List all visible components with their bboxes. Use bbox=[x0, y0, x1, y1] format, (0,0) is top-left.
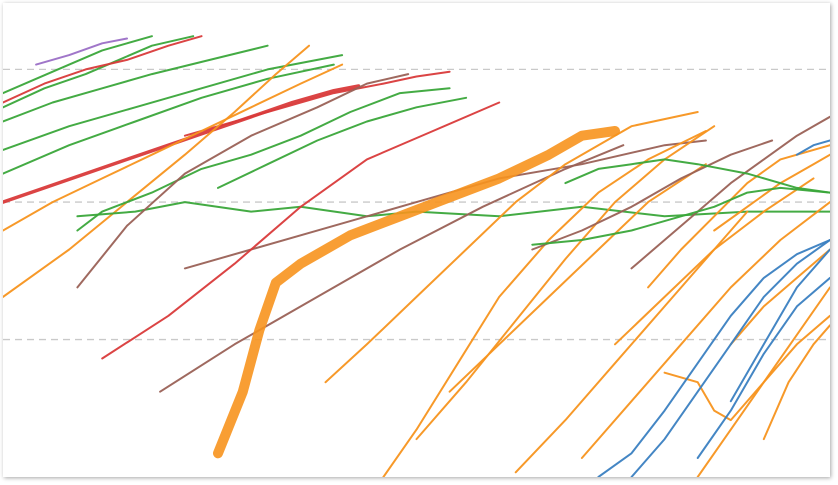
series-line-13 bbox=[76, 201, 830, 218]
series-line-40 bbox=[729, 248, 830, 403]
series-line-12 bbox=[76, 87, 451, 232]
series-line-1 bbox=[3, 35, 153, 95]
series-line-41 bbox=[795, 139, 830, 156]
series-line-23 bbox=[448, 163, 707, 393]
series-line-11 bbox=[3, 63, 344, 232]
series-line-26 bbox=[614, 177, 815, 346]
line-chart bbox=[3, 35, 830, 477]
series-line-29 bbox=[696, 286, 830, 477]
series-line-28 bbox=[663, 314, 830, 422]
series-line-2 bbox=[3, 35, 195, 109]
series-line-21 bbox=[382, 130, 707, 477]
series-layer bbox=[3, 35, 830, 477]
series-line-5 bbox=[3, 44, 269, 123]
series-line-14 bbox=[76, 73, 410, 289]
series-line-36 bbox=[564, 158, 830, 194]
series-line-4 bbox=[3, 35, 203, 104]
series-line-7 bbox=[3, 54, 344, 151]
chart-frame bbox=[3, 3, 830, 477]
series-line-8 bbox=[3, 84, 361, 204]
series-line-18 bbox=[217, 96, 468, 189]
series-line-38 bbox=[630, 239, 830, 477]
series-line-3 bbox=[35, 37, 128, 66]
series-line-17 bbox=[101, 101, 501, 360]
series-line-15 bbox=[183, 139, 707, 270]
series-line-6 bbox=[3, 63, 335, 175]
series-line-9 bbox=[183, 70, 451, 137]
series-line-32 bbox=[762, 324, 830, 441]
series-line-34 bbox=[630, 115, 830, 270]
series-line-37 bbox=[597, 239, 830, 477]
series-line-25 bbox=[580, 201, 830, 459]
series-line-10 bbox=[3, 44, 310, 298]
series-line-22 bbox=[415, 125, 716, 441]
series-line-35 bbox=[531, 186, 830, 246]
series-line-24 bbox=[514, 210, 749, 474]
series-line-20 bbox=[324, 111, 699, 384]
series-line-16 bbox=[159, 144, 625, 393]
series-line-39 bbox=[696, 276, 830, 459]
series-line-19 bbox=[213, 126, 620, 459]
series-line-33 bbox=[531, 139, 774, 251]
series-line-31 bbox=[729, 248, 830, 346]
